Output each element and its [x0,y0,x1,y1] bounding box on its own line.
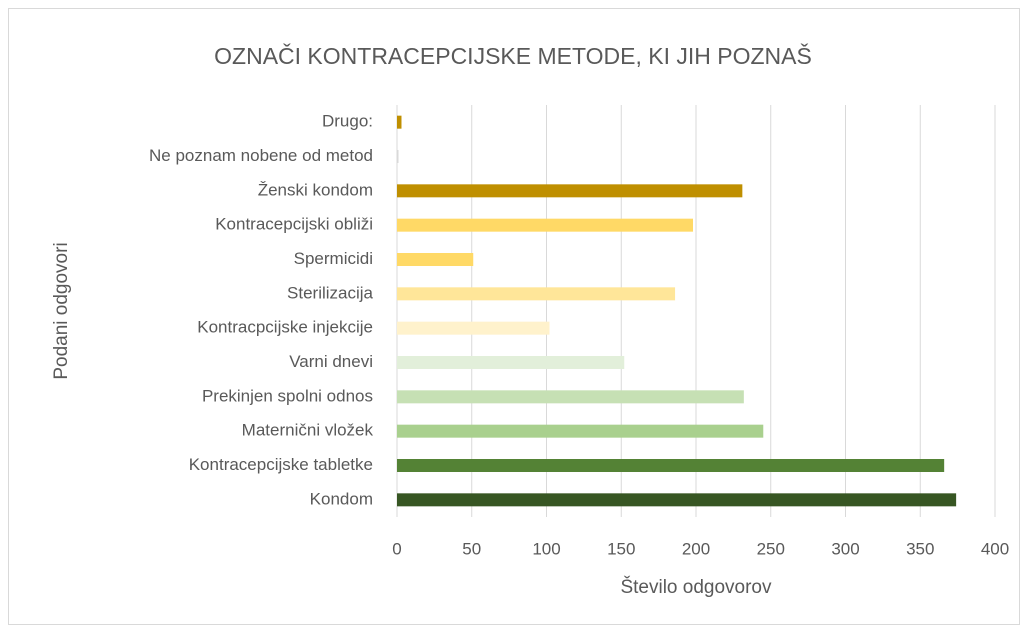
x-tick-label: 150 [607,539,635,558]
y-axis-label: Podani odgovori [51,242,72,379]
bar [397,287,676,301]
bar [397,218,694,232]
y-tick-label: Maternični vložek [242,421,374,440]
y-tick-label: Sterilizacija [287,283,374,302]
x-tick-label: 400 [981,539,1009,558]
bar [397,493,957,507]
x-tick-label: 300 [831,539,859,558]
y-tick-label: Spermicidi [294,249,373,268]
bar [397,459,945,472]
y-tick-label: Kontracepcijske tabletke [189,455,373,474]
x-tick-label: 350 [906,539,934,558]
y-tick-label: Varni dnevi [289,352,373,371]
y-tick-label: Kondom [310,489,373,508]
bar [397,115,402,129]
x-tick-label: 200 [682,539,710,558]
x-tick-label: 50 [462,539,481,558]
y-tick-label: Ženski kondom [258,180,373,199]
bar [397,356,625,369]
bar [397,150,399,163]
bar [397,424,764,438]
y-tick-label: Ne poznam nobene od metod [149,146,373,165]
bar [397,390,744,404]
bar [397,253,474,266]
x-tick-label: 100 [532,539,560,558]
y-tick-label: Kontracpcijske injekcije [197,318,373,337]
y-tick-label: Prekinjen spolni odnos [202,386,373,405]
bar [397,184,743,198]
x-tick-label: 250 [757,539,785,558]
x-axis-label: Število odgovorov [620,576,772,598]
y-tick-label: Kontracepcijski obliži [215,215,373,234]
bar [397,321,550,335]
chart-border [8,8,1020,625]
x-tick-label: 0 [392,539,401,558]
y-tick-label: Drugo: [322,112,373,131]
chart-title: OZNAČI KONTRACEPCIJSKE METODE, KI JIH PO… [214,42,812,69]
